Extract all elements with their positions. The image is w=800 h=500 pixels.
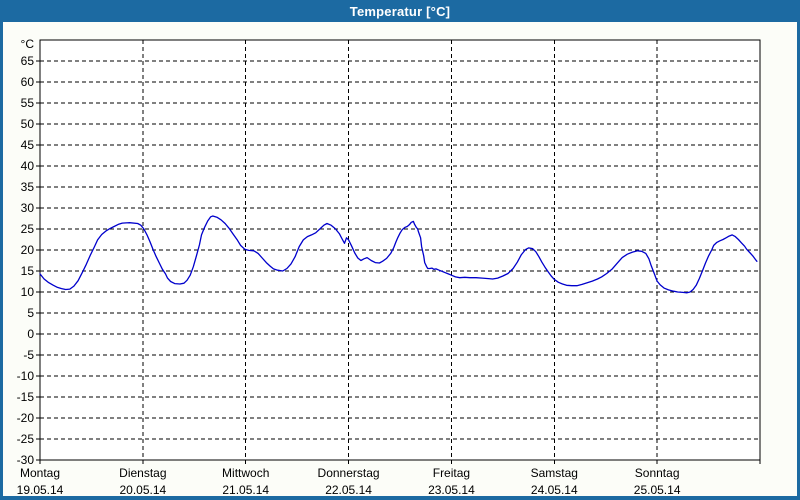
y-tick-label: 30 [21,201,35,215]
day-label: Donnerstag [318,466,380,480]
y-tick-label: 15 [21,264,35,278]
y-tick-label: -5 [23,348,34,362]
y-tick-label: 5 [27,306,34,320]
date-label: 24.05.14 [531,483,578,497]
date-label: 19.05.14 [17,483,64,497]
y-tick-label: -20 [17,411,35,425]
date-label: 20.05.14 [119,483,166,497]
date-label: 21.05.14 [222,483,269,497]
y-tick-label: -25 [17,432,35,446]
y-tick-label: -15 [17,390,35,404]
y-tick-label: 55 [21,96,35,110]
y-tick-label: 35 [21,180,35,194]
y-tick-label: 60 [21,75,35,89]
date-label: 23.05.14 [428,483,475,497]
y-axis-unit-label: °C [21,37,35,51]
day-label: Sonntag [635,466,680,480]
temperature-line [39,215,758,294]
y-tick-label: 65 [21,54,35,68]
y-tick-label: -10 [17,369,35,383]
day-label: Freitag [433,466,470,480]
y-tick-label: -30 [17,453,35,467]
y-tick-label: 40 [21,159,35,173]
date-label: 22.05.14 [325,483,372,497]
y-tick-label: 45 [21,138,35,152]
day-label: Mittwoch [222,466,269,480]
y-tick-label: 25 [21,222,35,236]
y-tick-label: 20 [21,243,35,257]
y-tick-label: 10 [21,285,35,299]
day-label: Samstag [531,466,578,480]
title-bar: Temperatur [°C] [0,0,800,22]
y-tick-label: 0 [27,327,34,341]
day-label: Dienstag [119,466,166,480]
window-title: Temperatur [°C] [349,3,451,19]
date-label: 25.05.14 [634,483,681,497]
day-label: Montag [20,466,60,480]
y-tick-label: 50 [21,117,35,131]
